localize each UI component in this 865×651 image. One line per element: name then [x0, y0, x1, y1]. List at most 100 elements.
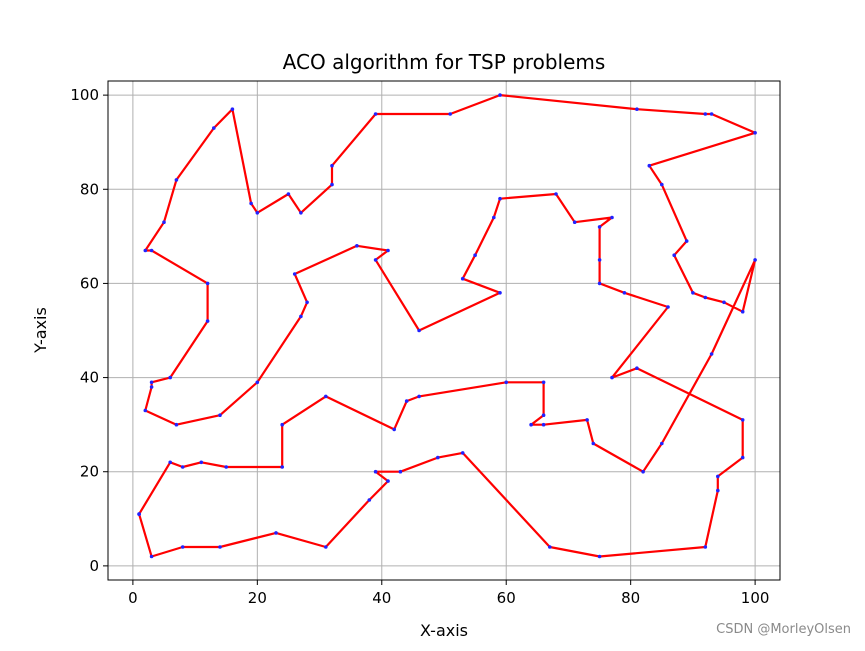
city-node — [212, 126, 216, 130]
city-node — [585, 418, 589, 422]
city-node — [149, 554, 154, 559]
city-node — [367, 498, 372, 502]
city-node — [672, 253, 676, 257]
city-node — [597, 225, 602, 229]
city-node — [174, 422, 179, 427]
city-node — [149, 385, 154, 389]
city-node — [703, 545, 708, 549]
city-node — [572, 220, 577, 224]
x-tick-label: 80 — [621, 589, 640, 607]
x-tick-label: 100 — [741, 589, 770, 607]
city-node — [666, 305, 670, 309]
city-node — [597, 258, 602, 262]
city-node — [398, 469, 403, 474]
city-node — [199, 460, 204, 465]
city-node — [709, 112, 714, 116]
city-node — [597, 554, 602, 559]
city-node — [355, 244, 359, 248]
city-node — [224, 465, 228, 469]
city-node — [460, 276, 465, 281]
city-node — [529, 422, 533, 427]
city-node — [492, 215, 496, 220]
x-tick-label: 0 — [128, 589, 138, 607]
city-node — [541, 413, 546, 418]
city-node — [610, 375, 614, 380]
city-node — [722, 300, 726, 305]
city-node — [255, 380, 260, 385]
city-node — [180, 545, 185, 549]
x-tick-label: 40 — [372, 589, 391, 607]
city-node — [174, 178, 179, 182]
grid-lines — [108, 81, 780, 580]
city-node — [740, 309, 745, 314]
city-node — [324, 394, 328, 399]
city-node — [498, 291, 502, 295]
city-node — [305, 300, 309, 305]
y-tick-label: 40 — [80, 369, 99, 387]
city-node — [249, 201, 253, 206]
city-node — [703, 112, 708, 116]
axis-ticks: 0 20 40 60 80 100 0 20 40 60 80 100 — [70, 86, 769, 607]
city-node — [330, 182, 334, 187]
city-node — [404, 399, 409, 403]
city-node — [255, 211, 260, 215]
city-node — [473, 253, 477, 257]
city-node — [660, 182, 664, 187]
city-node — [753, 258, 757, 262]
city-node — [597, 281, 602, 286]
city-node — [716, 488, 720, 493]
route-layer — [138, 93, 757, 558]
city-node — [373, 112, 378, 116]
city-node — [299, 314, 303, 319]
city-node — [218, 545, 222, 549]
city-node — [386, 248, 390, 253]
city-node — [330, 163, 334, 168]
route-line — [138, 93, 757, 558]
city-node — [541, 422, 546, 427]
city-node — [180, 465, 185, 469]
city-node — [137, 512, 141, 516]
city-node — [292, 272, 297, 276]
city-node — [299, 211, 303, 215]
city-node — [740, 455, 745, 460]
city-node — [436, 455, 440, 460]
city-node — [591, 441, 596, 446]
x-tick-label: 20 — [248, 589, 267, 607]
city-node — [149, 248, 154, 253]
city-node — [162, 220, 166, 224]
city-node — [641, 469, 645, 474]
city-node — [635, 366, 639, 371]
city-node — [218, 413, 222, 418]
city-node — [143, 248, 148, 253]
city-node — [274, 531, 278, 535]
city-node — [168, 375, 172, 380]
city-node — [660, 441, 664, 446]
node-layer — [137, 93, 757, 559]
city-node — [280, 465, 285, 469]
city-node — [286, 192, 291, 196]
city-node — [205, 319, 210, 323]
city-node — [691, 291, 695, 295]
city-node — [149, 380, 154, 385]
city-node — [554, 192, 558, 196]
plot-frame — [107, 80, 781, 581]
watermark-text: CSDN @MorleyOlsen — [716, 622, 851, 637]
y-axis-label: Y-axis — [31, 307, 50, 354]
city-node — [417, 394, 421, 399]
city-node — [647, 163, 652, 168]
city-node — [460, 451, 465, 455]
y-tick-label: 60 — [80, 274, 99, 292]
city-node — [498, 196, 502, 201]
city-node — [168, 460, 172, 465]
city-node — [610, 215, 614, 220]
city-node — [548, 545, 552, 549]
y-tick-label: 80 — [80, 180, 99, 198]
city-node — [417, 328, 421, 333]
city-node — [373, 258, 378, 262]
chart-title: ACO algorithm for TSP problems — [283, 50, 606, 74]
city-node — [541, 380, 546, 385]
city-node — [740, 418, 745, 422]
city-node — [684, 239, 689, 243]
city-node — [373, 469, 378, 474]
